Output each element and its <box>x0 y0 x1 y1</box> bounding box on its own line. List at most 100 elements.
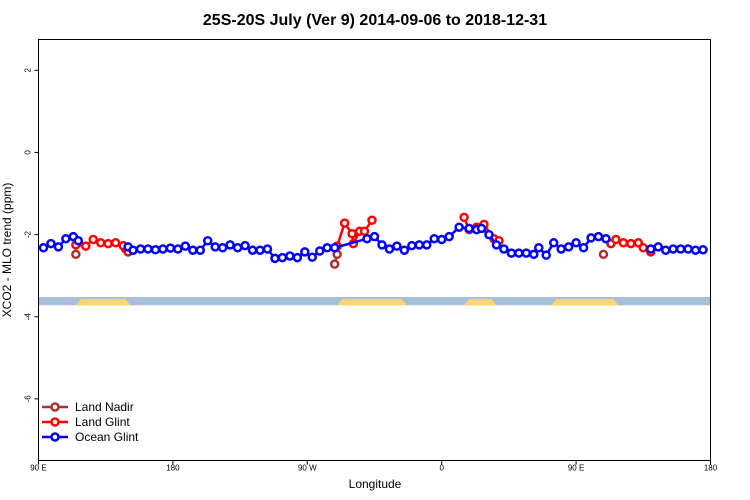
data-point <box>180 241 191 251</box>
data-point <box>210 242 220 252</box>
x-axis-ticks: 90 E 180 90 W 0 90 E 180 <box>30 460 718 473</box>
data-point <box>329 242 340 253</box>
land-segment <box>337 299 407 306</box>
data-point <box>601 233 611 244</box>
data-point <box>653 242 663 252</box>
series-line-segment <box>334 237 368 249</box>
y-tick-label: 0 <box>24 150 33 155</box>
data-point <box>270 253 280 264</box>
data-point <box>103 238 113 249</box>
data-point <box>143 244 153 254</box>
data-point <box>300 247 310 257</box>
data-point <box>611 234 621 245</box>
plot-frame <box>38 39 711 461</box>
data-point <box>202 236 213 246</box>
data-point <box>292 252 303 263</box>
data-point <box>578 242 589 253</box>
land-segment <box>75 299 131 306</box>
chart-title: 25S-20S July (Ver 9) 2014-09-06 to 2018-… <box>203 12 547 29</box>
x-tick-label: 90 E <box>30 464 46 473</box>
legend-marker <box>50 432 60 442</box>
data-point <box>369 231 380 242</box>
data-point <box>173 244 183 254</box>
y-tick-label: -6 <box>24 395 33 403</box>
land-ocean-strip <box>38 297 711 306</box>
data-point <box>73 236 84 246</box>
data-point <box>329 259 340 269</box>
data-point <box>384 244 395 254</box>
data-point <box>683 244 693 254</box>
legend-item-ocean-glint: Ocean Glint <box>42 430 139 444</box>
series-ocean-glint <box>38 222 708 264</box>
x-axis-label: Longitude <box>349 477 402 491</box>
data-point <box>571 238 581 248</box>
data-point <box>698 245 708 255</box>
data-point <box>95 238 106 248</box>
data-point <box>506 248 517 258</box>
data-point <box>135 244 146 254</box>
data-point <box>277 252 288 263</box>
data-point <box>165 243 176 253</box>
data-point <box>563 242 574 252</box>
data-point <box>454 222 464 232</box>
data-point <box>307 252 318 262</box>
data-point <box>158 244 168 254</box>
x-tick-label: 0 <box>439 464 444 473</box>
legend-marker <box>50 417 60 427</box>
data-point <box>598 249 609 260</box>
y-tick-label: 2 <box>24 68 33 73</box>
data-point <box>529 249 539 260</box>
land-segment <box>464 299 497 306</box>
data-point <box>150 245 161 255</box>
data-point <box>347 229 357 239</box>
data-point <box>646 244 656 254</box>
data-point <box>339 218 350 228</box>
data-point <box>232 242 243 253</box>
data-point <box>255 245 265 255</box>
series-layer <box>38 212 708 269</box>
data-point <box>626 238 636 249</box>
data-point <box>444 231 454 242</box>
legend-label: Ocean Glint <box>75 430 139 444</box>
data-point <box>541 250 551 260</box>
data-point <box>46 238 56 249</box>
data-point <box>88 234 99 245</box>
data-point <box>61 233 71 244</box>
data-point <box>675 244 686 254</box>
data-point <box>195 245 206 255</box>
data-point <box>128 245 138 255</box>
legend-item-land-nadir: Land Nadir <box>42 400 134 414</box>
data-point <box>459 212 469 223</box>
data-point <box>436 234 447 245</box>
data-point <box>476 223 487 234</box>
data-point <box>668 244 678 254</box>
data-point <box>407 240 417 251</box>
x-tick-label: 90 E <box>568 464 584 473</box>
data-point <box>586 233 596 243</box>
data-point <box>690 245 701 255</box>
data-point <box>499 244 509 254</box>
y-tick-label: -2 <box>24 230 33 238</box>
x-tick-label: 180 <box>166 464 180 473</box>
data-point <box>491 240 502 250</box>
data-point <box>367 215 377 225</box>
legend-label: Land Glint <box>75 415 130 429</box>
data-point <box>110 238 121 248</box>
data-point <box>593 231 604 242</box>
data-point <box>514 248 524 258</box>
data-point <box>534 242 544 253</box>
data-point <box>285 251 295 261</box>
x-tick-label: 180 <box>704 464 718 473</box>
data-point <box>618 238 629 248</box>
data-point <box>521 248 532 258</box>
data-point <box>240 240 250 251</box>
data-point <box>38 242 49 253</box>
data-point <box>377 240 387 250</box>
data-point <box>422 240 432 250</box>
data-point <box>247 245 258 255</box>
data-point <box>71 249 81 260</box>
legend-label: Land Nadir <box>75 400 134 414</box>
data-point <box>262 244 273 254</box>
